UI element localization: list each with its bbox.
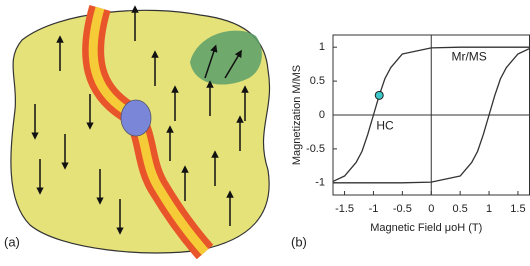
coercivity-marker: [375, 91, 383, 99]
y-tick-label: 0.5: [310, 75, 325, 87]
y-axis-label: Magnetization M/MS: [291, 65, 303, 165]
x-tick-label: 0: [428, 203, 434, 215]
y-tick-label: 0: [319, 109, 325, 121]
figure: (a) -1 -0.5 0 0.5 1 -1.5 -1 -0.5 0 0.5 1 1.5 Magneti…: [0, 0, 530, 261]
x-axis-label: Magnetic Field μoH (T): [370, 222, 482, 234]
x-tick-label: 1: [486, 203, 492, 215]
chart: -1 -0.5 0 0.5 1 -1.5 -1 -0.5 0 0.5 1 1.5 Magnetic Fi…: [291, 35, 530, 249]
x-tick-label: -1: [369, 203, 379, 215]
x-tick-label: -0.5: [393, 203, 412, 215]
y-tick-label: 1: [319, 41, 325, 53]
panel-label: (b): [291, 234, 307, 249]
defect: [121, 100, 151, 136]
x-tick-label: -1.5: [335, 203, 354, 215]
x-tick-label: 0.5: [452, 203, 467, 215]
x-tick-label: 1.5: [510, 203, 525, 215]
annotation: Mr/MS: [451, 50, 486, 64]
y-tick-label: -0.5: [306, 143, 325, 155]
annotation: HC: [376, 119, 394, 133]
domain-diagram: (a): [4, 8, 270, 253]
y-tick-label: -1: [315, 177, 325, 189]
panel-label: (a): [4, 234, 20, 249]
